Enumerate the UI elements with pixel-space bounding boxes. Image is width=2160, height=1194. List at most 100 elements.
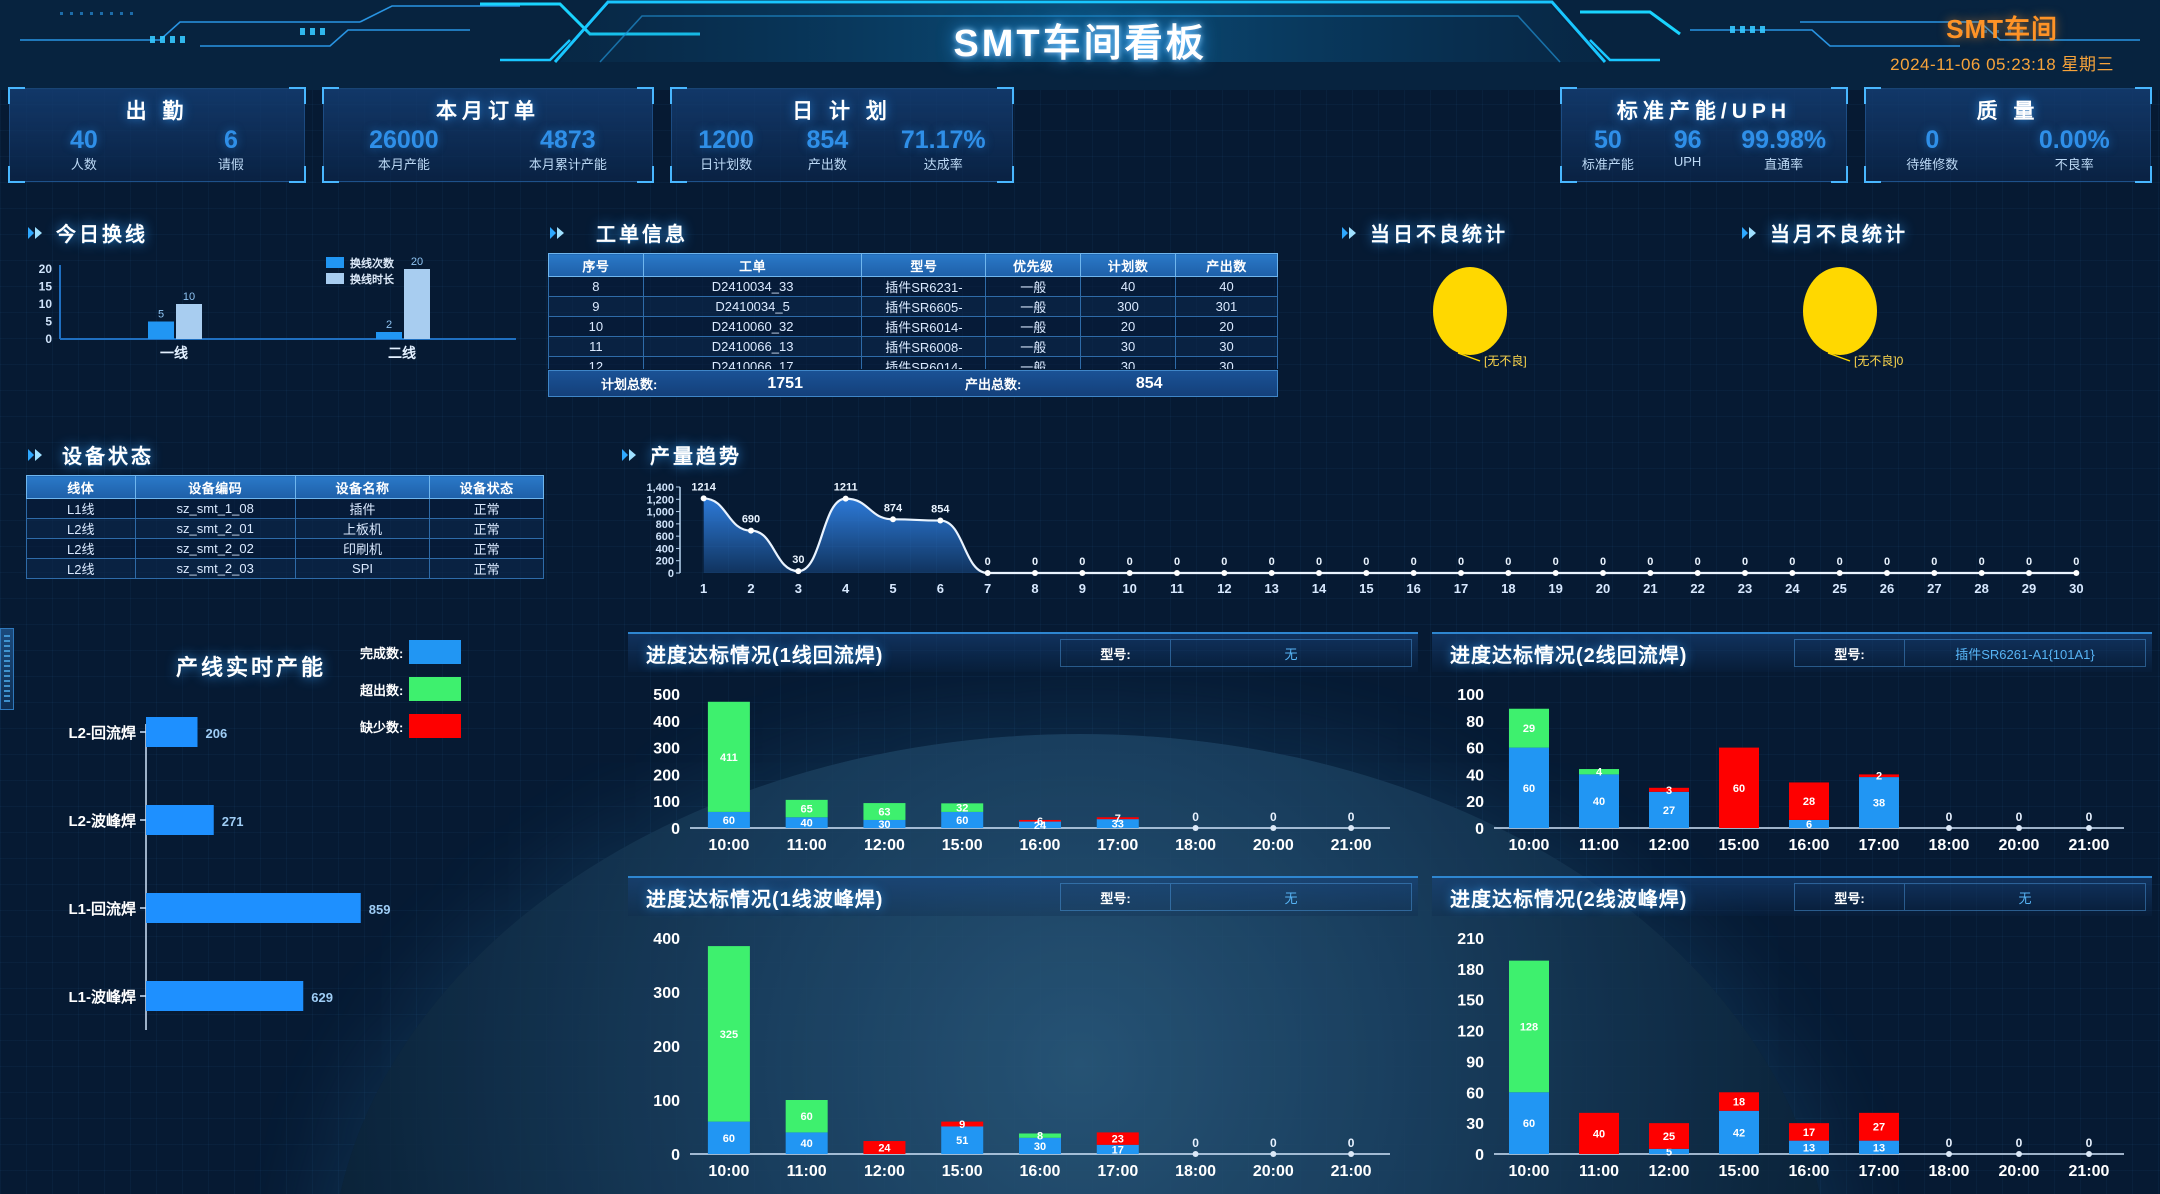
bar-segment[interactable] [1019,1133,1061,1138]
bar-segment[interactable] [1579,769,1619,775]
scrollbar-left[interactable] [0,628,14,710]
bar-segment[interactable] [1789,819,1829,828]
bar-segment[interactable] [1649,1123,1689,1149]
table-row[interactable]: 9 D2410034_5 插件SR6605- 一般 300 301 [548,296,1278,317]
data-point[interactable] [1079,570,1086,576]
bar-segment[interactable] [1019,819,1061,822]
bar-segment[interactable] [1579,1112,1619,1154]
data-point[interactable] [1505,570,1512,576]
pie-slice[interactable] [1433,267,1507,355]
bar-segment[interactable] [941,1126,984,1154]
bar[interactable] [376,332,402,339]
bar[interactable] [404,269,430,339]
pie-slice[interactable] [1803,267,1877,355]
data-point[interactable] [1647,570,1654,576]
bar-segment[interactable] [1019,821,1061,828]
bar-segment[interactable] [1019,1137,1061,1154]
bar-segment[interactable] [1509,1092,1549,1154]
bar[interactable] [146,981,304,1011]
data-point[interactable] [748,527,754,534]
table-row[interactable]: L2线 sz_smt_2_02 印刷机 正常 [26,538,544,559]
data-point[interactable] [984,570,991,576]
data-point[interactable] [1174,570,1180,576]
workorder-table-wrap[interactable]: 序号 工单 型号 优先级 计划数 产出数 8 D2410034_33 插件SR623… [548,253,1278,369]
data-point[interactable] [1268,570,1275,576]
bar-segment[interactable] [707,1121,750,1154]
data-point[interactable] [1126,570,1133,576]
bar[interactable] [146,805,214,835]
bar-segment[interactable] [1096,1144,1139,1154]
bar-segment[interactable] [1859,777,1899,828]
data-point[interactable] [700,495,707,502]
equipment-table-wrap[interactable]: 线体 设备编码 设备名称 设备状态 L1线 sz_smt_1_08 插件 正常 L2线 s… [26,475,544,579]
data-point[interactable] [1410,570,1417,576]
model-selector[interactable]: 型号: 插件SR6261-A1{101A1} [1794,639,2146,667]
bar-segment[interactable] [785,817,828,828]
bar-segment[interactable] [1649,787,1689,792]
data-point[interactable] [1931,570,1938,576]
data-point[interactable] [1552,570,1559,576]
data-point[interactable] [842,495,849,502]
bar-segment[interactable] [941,1121,984,1127]
bar-segment[interactable] [785,1132,828,1154]
data-point[interactable] [1032,570,1038,576]
bar-segment[interactable] [1789,782,1829,820]
bar-segment[interactable] [1096,817,1139,820]
bar-segment[interactable] [707,701,750,812]
bar-segment[interactable] [863,803,906,820]
bar-segment[interactable] [1579,774,1619,828]
table-row[interactable]: L2线 sz_smt_2_03 SPI 正常 [26,558,544,579]
table-row[interactable]: 12 D2410066_17 插件SR6014- 一般 30 30 [548,356,1278,369]
bar[interactable] [146,717,198,747]
bar-segment[interactable] [1509,747,1549,828]
data-point[interactable] [1789,570,1796,576]
bar[interactable] [148,321,174,340]
bar-segment[interactable] [1719,1110,1759,1154]
bar-segment[interactable] [1509,708,1549,748]
bar-segment[interactable] [941,803,984,812]
data-point[interactable] [1458,570,1464,576]
data-point[interactable] [1600,570,1606,576]
bar-segment[interactable] [863,1141,906,1154]
bar-segment[interactable] [1789,1123,1829,1141]
data-point[interactable] [795,568,802,575]
table-row[interactable]: L1线 sz_smt_1_08 插件 正常 [26,498,544,519]
model-selector[interactable]: 型号: 无 [1060,883,1412,911]
data-point[interactable] [1363,570,1370,576]
bar-segment[interactable] [1649,1148,1689,1154]
bar-segment[interactable] [1859,774,1899,778]
data-point[interactable] [1694,570,1701,576]
bar[interactable] [146,893,361,923]
data-point[interactable] [937,517,944,524]
data-point[interactable] [1221,570,1228,576]
bar-segment[interactable] [863,819,906,828]
data-point[interactable] [1884,570,1890,576]
model-selector[interactable]: 型号: 无 [1794,883,2146,911]
table-row[interactable]: 11 D2410066_13 插件SR6008- 一般 30 30 [548,336,1278,357]
bar-segment[interactable] [707,811,750,828]
bar-segment[interactable] [941,811,984,828]
bar[interactable] [176,304,202,339]
bar-segment[interactable] [1789,1140,1829,1154]
model-selector[interactable]: 型号: 无 [1060,639,1412,667]
data-point[interactable] [2073,570,2080,576]
table-row[interactable]: 8 D2410034_33 插件SR6231- 一般 40 40 [548,276,1278,297]
bar-segment[interactable] [1096,1132,1139,1145]
bar-segment[interactable] [1719,747,1759,828]
data-point[interactable] [1316,570,1322,576]
bar-segment[interactable] [1719,1092,1759,1111]
data-point[interactable] [1978,570,1985,576]
table-row[interactable]: 10 D2410060_32 插件SR6014- 一般 20 20 [548,316,1278,337]
bar-segment[interactable] [1509,960,1549,1093]
data-point[interactable] [1836,570,1843,576]
data-point[interactable] [1742,570,1748,576]
bar-segment[interactable] [1859,1140,1899,1154]
bar-segment[interactable] [785,1100,828,1133]
bar-segment[interactable] [707,946,750,1122]
data-point[interactable] [890,516,896,523]
data-point[interactable] [2026,570,2032,576]
bar-segment[interactable] [1096,819,1139,828]
bar-segment[interactable] [1649,791,1689,828]
bar-segment[interactable] [785,799,828,818]
bar-segment[interactable] [1859,1112,1899,1141]
